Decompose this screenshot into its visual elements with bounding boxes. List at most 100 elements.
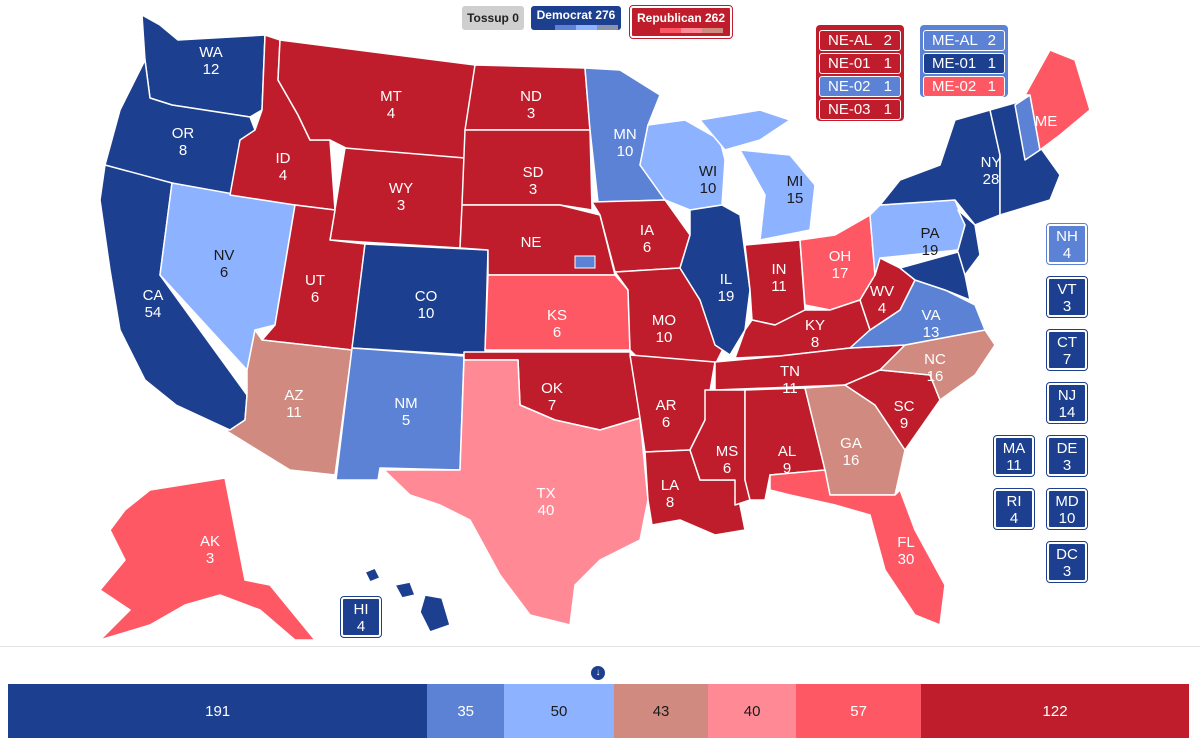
district-votes: 2 <box>987 32 996 49</box>
state-label-ut: UT 6 <box>305 272 325 306</box>
ne-02-district[interactable] <box>574 255 596 269</box>
state-AK[interactable] <box>99 477 316 641</box>
state-label-nc: NC 16 <box>924 351 946 385</box>
state-label-sc: SC 9 <box>894 398 915 432</box>
district-ne-02[interactable]: NE-02 1 <box>819 76 901 97</box>
us-electoral-map: WA 12 OR 8 CA 54 NV 6 ID 4 MT 4 WY 3 UT 6 AZ 11 CO 10 NM 5 ND 3… <box>99 14 1091 641</box>
maine-split-box: ME-AL 2 ME-01 1 ME-02 1 <box>920 25 1008 97</box>
small-state-ma[interactable]: MA 11 <box>993 435 1035 477</box>
state-label-wa: WA 12 <box>199 44 223 78</box>
small-state-nj[interactable]: NJ 14 <box>1046 382 1088 424</box>
state-label-ok: OK 7 <box>541 380 563 414</box>
small-state-votes: 14 <box>1058 404 1076 421</box>
district-me-02[interactable]: ME-02 1 <box>923 76 1005 97</box>
tally-segment-lean-rep[interactable]: 40 <box>708 684 797 738</box>
state-MI-upper[interactable] <box>699 109 791 151</box>
state-label-nd: ND 3 <box>520 88 542 122</box>
small-state-votes: 11 <box>1006 457 1022 474</box>
state-label-ca: CA 54 <box>143 287 164 321</box>
district-votes: 2 <box>883 32 892 49</box>
state-MI[interactable] <box>739 149 816 241</box>
district-name: NE-AL <box>828 32 873 49</box>
small-state-votes: 4 <box>1062 245 1072 262</box>
state-label-mi: MI 15 <box>787 173 804 207</box>
small-state-ct[interactable]: CT 7 <box>1046 329 1088 371</box>
small-state-dc[interactable]: DC 3 <box>1046 541 1088 583</box>
tally-segment-tilt-rep[interactable]: 43 <box>613 684 709 738</box>
state-label-wy: WY 3 <box>389 180 413 214</box>
small-state-hi[interactable]: HI 4 <box>340 596 382 638</box>
district-ne-01[interactable]: NE-01 1 <box>819 53 901 74</box>
tally-segment-lean-dem[interactable]: 50 <box>504 684 614 738</box>
district-me-al[interactable]: ME-AL 2 <box>923 30 1005 51</box>
tally-segment-likely-rep[interactable]: 57 <box>796 684 922 738</box>
state-label-ar: AR 6 <box>656 397 677 431</box>
district-name: ME-02 <box>932 78 977 95</box>
state-NM[interactable] <box>335 347 465 481</box>
small-state-abbr: VT <box>1057 281 1077 298</box>
tally-segment-safe-rep[interactable]: 122 <box>921 684 1189 738</box>
state-ME[interactable] <box>1024 49 1091 151</box>
tally-segment-likely-dem[interactable]: 35 <box>427 684 505 738</box>
democrat-chip[interactable]: Democrat 276 <box>531 6 621 30</box>
small-state-votes: 3 <box>1062 457 1072 474</box>
state-label-ia: IA 6 <box>640 222 654 256</box>
small-state-abbr: DE <box>1056 440 1078 457</box>
state-label-ak: AK 3 <box>200 533 220 567</box>
republican-chip[interactable]: Republican 262 <box>629 5 733 39</box>
small-state-abbr: RI <box>1006 493 1022 510</box>
divider <box>0 646 1200 647</box>
state-label-al: AL 9 <box>778 443 796 477</box>
state-label-la: LA 8 <box>661 477 679 511</box>
small-state-ri[interactable]: RI 4 <box>993 488 1035 530</box>
small-state-abbr: NJ <box>1057 387 1077 404</box>
small-state-vt[interactable]: VT 3 <box>1046 276 1088 318</box>
state-label-az: AZ 11 <box>284 387 303 421</box>
small-state-votes: 10 <box>1058 510 1076 527</box>
state-label-oh: OH 17 <box>829 248 852 282</box>
state-TX[interactable] <box>383 359 649 626</box>
state-AZ[interactable] <box>224 329 353 476</box>
hi-abbr: HI <box>353 601 369 618</box>
small-state-abbr: MA <box>1002 440 1026 457</box>
small-state-votes: 4 <box>1009 510 1019 527</box>
state-label-fl: FL 30 <box>897 534 915 568</box>
state-label-in: IN 11 <box>771 261 787 295</box>
state-label-co: CO 10 <box>415 288 438 322</box>
state-label-sd: SD 3 <box>523 164 544 198</box>
small-state-abbr: CT <box>1057 334 1077 351</box>
state-MD[interactable] <box>899 251 971 301</box>
nebraska-split-box: NE-AL 2 NE-01 1 NE-02 1 NE-03 1 <box>816 25 904 121</box>
district-votes: 1 <box>987 55 996 72</box>
state-label-mo: MO 10 <box>652 312 676 346</box>
district-ne-al[interactable]: NE-AL 2 <box>819 30 901 51</box>
small-state-nh[interactable]: NH 4 <box>1046 223 1088 265</box>
state-label-tn: TN 11 <box>780 363 800 397</box>
state-HI[interactable] <box>364 567 451 633</box>
state-label-va: VA 13 <box>922 307 941 341</box>
district-ne-03[interactable]: NE-03 1 <box>819 99 901 120</box>
state-label-tx: TX 40 <box>536 485 555 519</box>
small-state-md[interactable]: MD 10 <box>1046 488 1088 530</box>
small-state-de[interactable]: DE 3 <box>1046 435 1088 477</box>
district-votes: 1 <box>987 78 996 95</box>
district-votes: 1 <box>883 78 892 95</box>
down-arrow-icon[interactable]: ↓ <box>591 666 605 680</box>
state-label-wv: WV 4 <box>870 283 894 317</box>
state-label-me: ME <box>1035 113 1058 130</box>
republican-label: Republican 262 <box>636 11 726 25</box>
district-me-01[interactable]: ME-01 1 <box>923 53 1005 74</box>
small-state-votes: 3 <box>1062 298 1072 315</box>
tally-segment-safe-dem[interactable]: 191 <box>8 684 428 738</box>
state-SD[interactable] <box>461 129 593 211</box>
state-label-ny: NY 28 <box>981 154 1002 188</box>
district-name: NE-01 <box>828 55 871 72</box>
district-name: ME-AL <box>932 32 978 49</box>
tossup-chip[interactable]: Tossup 0 <box>462 6 524 30</box>
state-FL[interactable] <box>769 469 946 626</box>
district-name: NE-02 <box>828 78 871 95</box>
democrat-chip-bars <box>534 25 618 30</box>
state-IL[interactable] <box>679 204 751 356</box>
district-votes: 1 <box>883 101 892 118</box>
state-label-mn: MN 10 <box>613 126 636 160</box>
